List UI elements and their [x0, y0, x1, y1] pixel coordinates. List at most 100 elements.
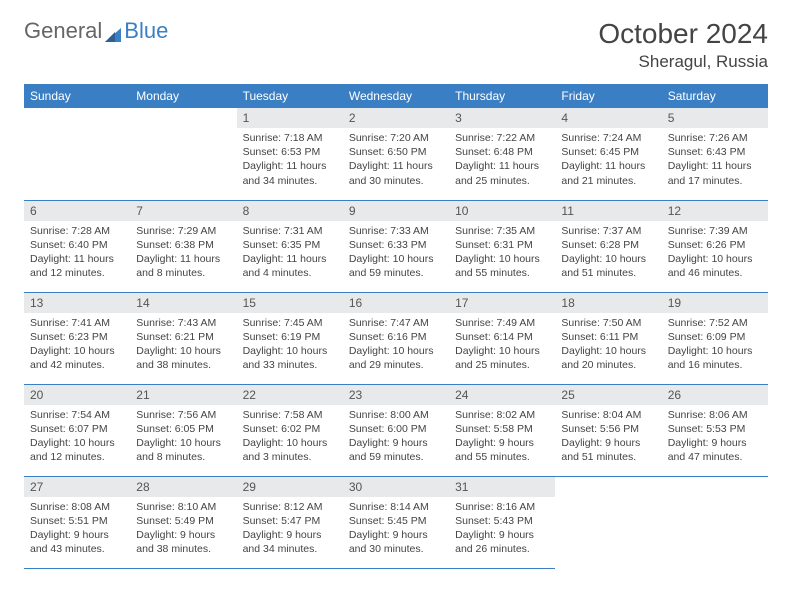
day-number: 1	[237, 108, 343, 128]
day-details: Sunrise: 8:12 AMSunset: 5:47 PMDaylight:…	[237, 497, 343, 561]
title-block: October 2024 Sheragul, Russia	[598, 18, 768, 72]
day-cell: 23Sunrise: 8:00 AMSunset: 6:00 PMDayligh…	[343, 384, 449, 476]
day-number: 29	[237, 477, 343, 497]
day-details: Sunrise: 7:58 AMSunset: 6:02 PMDaylight:…	[237, 405, 343, 469]
day-details: Sunrise: 8:06 AMSunset: 5:53 PMDaylight:…	[662, 405, 768, 469]
day-number: 5	[662, 108, 768, 128]
weekday-header-row: SundayMondayTuesdayWednesdayThursdayFrid…	[24, 84, 768, 108]
day-number: 19	[662, 293, 768, 313]
day-cell: 17Sunrise: 7:49 AMSunset: 6:14 PMDayligh…	[449, 292, 555, 384]
day-number: 9	[343, 201, 449, 221]
calendar-row: 6Sunrise: 7:28 AMSunset: 6:40 PMDaylight…	[24, 200, 768, 292]
day-cell: 22Sunrise: 7:58 AMSunset: 6:02 PMDayligh…	[237, 384, 343, 476]
day-number: 11	[555, 201, 661, 221]
day-cell: 30Sunrise: 8:14 AMSunset: 5:45 PMDayligh…	[343, 476, 449, 568]
day-details: Sunrise: 7:43 AMSunset: 6:21 PMDaylight:…	[130, 313, 236, 377]
empty-cell	[130, 108, 236, 200]
calendar-body: 1Sunrise: 7:18 AMSunset: 6:53 PMDaylight…	[24, 108, 768, 568]
day-cell: 13Sunrise: 7:41 AMSunset: 6:23 PMDayligh…	[24, 292, 130, 384]
day-cell: 14Sunrise: 7:43 AMSunset: 6:21 PMDayligh…	[130, 292, 236, 384]
calendar-table: SundayMondayTuesdayWednesdayThursdayFrid…	[24, 84, 768, 569]
day-cell: 31Sunrise: 8:16 AMSunset: 5:43 PMDayligh…	[449, 476, 555, 568]
day-details: Sunrise: 7:22 AMSunset: 6:48 PMDaylight:…	[449, 128, 555, 192]
day-cell: 7Sunrise: 7:29 AMSunset: 6:38 PMDaylight…	[130, 200, 236, 292]
day-details: Sunrise: 8:04 AMSunset: 5:56 PMDaylight:…	[555, 405, 661, 469]
calendar-row: 1Sunrise: 7:18 AMSunset: 6:53 PMDaylight…	[24, 108, 768, 200]
weekday-tuesday: Tuesday	[237, 84, 343, 108]
day-number: 3	[449, 108, 555, 128]
day-details: Sunrise: 7:52 AMSunset: 6:09 PMDaylight:…	[662, 313, 768, 377]
day-number: 20	[24, 385, 130, 405]
empty-cell	[662, 476, 768, 568]
day-details: Sunrise: 7:37 AMSunset: 6:28 PMDaylight:…	[555, 221, 661, 285]
weekday-friday: Friday	[555, 84, 661, 108]
day-number: 2	[343, 108, 449, 128]
day-details: Sunrise: 7:45 AMSunset: 6:19 PMDaylight:…	[237, 313, 343, 377]
day-cell: 26Sunrise: 8:06 AMSunset: 5:53 PMDayligh…	[662, 384, 768, 476]
day-number: 31	[449, 477, 555, 497]
day-number: 25	[555, 385, 661, 405]
calendar-row: 13Sunrise: 7:41 AMSunset: 6:23 PMDayligh…	[24, 292, 768, 384]
day-number: 27	[24, 477, 130, 497]
day-details: Sunrise: 7:56 AMSunset: 6:05 PMDaylight:…	[130, 405, 236, 469]
day-number: 18	[555, 293, 661, 313]
day-details: Sunrise: 7:54 AMSunset: 6:07 PMDaylight:…	[24, 405, 130, 469]
day-number: 4	[555, 108, 661, 128]
day-cell: 28Sunrise: 8:10 AMSunset: 5:49 PMDayligh…	[130, 476, 236, 568]
day-number: 16	[343, 293, 449, 313]
day-number: 6	[24, 201, 130, 221]
day-cell: 27Sunrise: 8:08 AMSunset: 5:51 PMDayligh…	[24, 476, 130, 568]
day-details: Sunrise: 7:18 AMSunset: 6:53 PMDaylight:…	[237, 128, 343, 192]
day-number: 26	[662, 385, 768, 405]
day-cell: 21Sunrise: 7:56 AMSunset: 6:05 PMDayligh…	[130, 384, 236, 476]
header: General Blue October 2024 Sheragul, Russ…	[24, 18, 768, 72]
day-number: 13	[24, 293, 130, 313]
day-number: 28	[130, 477, 236, 497]
empty-cell	[555, 476, 661, 568]
calendar-row: 27Sunrise: 8:08 AMSunset: 5:51 PMDayligh…	[24, 476, 768, 568]
weekday-wednesday: Wednesday	[343, 84, 449, 108]
weekday-saturday: Saturday	[662, 84, 768, 108]
day-number: 12	[662, 201, 768, 221]
logo-text-blue: Blue	[124, 18, 168, 44]
weekday-monday: Monday	[130, 84, 236, 108]
day-details: Sunrise: 7:50 AMSunset: 6:11 PMDaylight:…	[555, 313, 661, 377]
day-details: Sunrise: 8:16 AMSunset: 5:43 PMDaylight:…	[449, 497, 555, 561]
day-number: 21	[130, 385, 236, 405]
day-number: 22	[237, 385, 343, 405]
day-cell: 20Sunrise: 7:54 AMSunset: 6:07 PMDayligh…	[24, 384, 130, 476]
weekday-thursday: Thursday	[449, 84, 555, 108]
logo-text-general: General	[24, 18, 102, 44]
day-cell: 18Sunrise: 7:50 AMSunset: 6:11 PMDayligh…	[555, 292, 661, 384]
day-cell: 2Sunrise: 7:20 AMSunset: 6:50 PMDaylight…	[343, 108, 449, 200]
day-cell: 29Sunrise: 8:12 AMSunset: 5:47 PMDayligh…	[237, 476, 343, 568]
day-details: Sunrise: 8:10 AMSunset: 5:49 PMDaylight:…	[130, 497, 236, 561]
day-cell: 5Sunrise: 7:26 AMSunset: 6:43 PMDaylight…	[662, 108, 768, 200]
month-title: October 2024	[598, 18, 768, 50]
day-details: Sunrise: 7:31 AMSunset: 6:35 PMDaylight:…	[237, 221, 343, 285]
day-cell: 16Sunrise: 7:47 AMSunset: 6:16 PMDayligh…	[343, 292, 449, 384]
day-number: 14	[130, 293, 236, 313]
day-cell: 15Sunrise: 7:45 AMSunset: 6:19 PMDayligh…	[237, 292, 343, 384]
day-cell: 12Sunrise: 7:39 AMSunset: 6:26 PMDayligh…	[662, 200, 768, 292]
calendar-row: 20Sunrise: 7:54 AMSunset: 6:07 PMDayligh…	[24, 384, 768, 476]
day-number: 23	[343, 385, 449, 405]
day-number: 15	[237, 293, 343, 313]
day-details: Sunrise: 7:28 AMSunset: 6:40 PMDaylight:…	[24, 221, 130, 285]
day-cell: 24Sunrise: 8:02 AMSunset: 5:58 PMDayligh…	[449, 384, 555, 476]
empty-cell	[24, 108, 130, 200]
day-details: Sunrise: 7:33 AMSunset: 6:33 PMDaylight:…	[343, 221, 449, 285]
day-cell: 4Sunrise: 7:24 AMSunset: 6:45 PMDaylight…	[555, 108, 661, 200]
day-number: 24	[449, 385, 555, 405]
day-cell: 11Sunrise: 7:37 AMSunset: 6:28 PMDayligh…	[555, 200, 661, 292]
day-cell: 25Sunrise: 8:04 AMSunset: 5:56 PMDayligh…	[555, 384, 661, 476]
day-details: Sunrise: 8:00 AMSunset: 6:00 PMDaylight:…	[343, 405, 449, 469]
day-cell: 1Sunrise: 7:18 AMSunset: 6:53 PMDaylight…	[237, 108, 343, 200]
day-number: 30	[343, 477, 449, 497]
day-details: Sunrise: 7:47 AMSunset: 6:16 PMDaylight:…	[343, 313, 449, 377]
day-details: Sunrise: 7:29 AMSunset: 6:38 PMDaylight:…	[130, 221, 236, 285]
day-number: 7	[130, 201, 236, 221]
location: Sheragul, Russia	[598, 52, 768, 72]
day-details: Sunrise: 7:24 AMSunset: 6:45 PMDaylight:…	[555, 128, 661, 192]
logo-sail-icon	[105, 22, 121, 36]
